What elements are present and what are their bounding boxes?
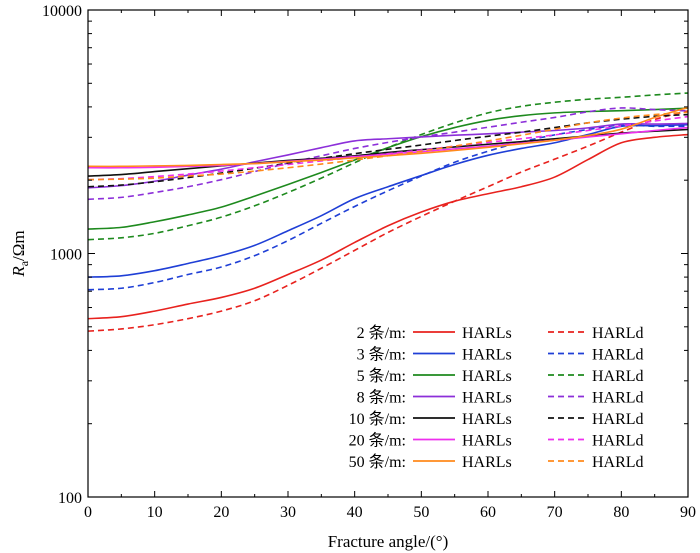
series-line-4 — [87, 107, 689, 230]
legend-row-label: 8 条/m: — [357, 389, 406, 407]
series-line-2 — [87, 123, 689, 278]
legend-solid-text: HARLs — [462, 325, 512, 342]
y-axis-label-rest: /Ωm — [9, 230, 28, 261]
legend-solid-text: HARLs — [462, 390, 512, 407]
y-axis-label-main: R — [9, 266, 28, 278]
legend-row-label: 2 条/m: — [357, 324, 406, 342]
series-line-1 — [87, 110, 689, 332]
legend-dashed-text: HARLd — [592, 325, 644, 342]
legend-row-label: 20 条/m: — [349, 432, 406, 450]
legend-row-label: 10 条/m: — [349, 410, 406, 428]
series-line-11 — [87, 115, 689, 181]
legend-solid-text: HARLs — [462, 411, 512, 428]
x-tick-label: 40 — [347, 504, 363, 521]
plot-series-group — [87, 92, 689, 332]
y-tick-label: 1000 — [50, 247, 82, 264]
legend-dashed-text: HARLd — [592, 390, 644, 407]
x-tick-label: 30 — [280, 504, 296, 521]
y-axis-label: Ra/Ωm — [9, 230, 31, 277]
x-tick-label: 60 — [480, 504, 496, 521]
series-line-3 — [87, 124, 689, 291]
x-tick-label: 20 — [213, 504, 229, 521]
x-tick-label: 0 — [84, 504, 92, 521]
legend-row-label: 50 条/m: — [349, 453, 406, 471]
x-tick-label: 90 — [680, 504, 696, 521]
x-tick-label: 70 — [547, 504, 563, 521]
series-line-7 — [87, 107, 689, 201]
legend-dashed-text: HARLd — [592, 433, 644, 450]
y-tick-label: 10000 — [42, 3, 82, 20]
axes-group: 0 10 20 30 40 50 60 70 80 90 100 1000 10000 — [42, 3, 696, 521]
series-line-13 — [87, 111, 689, 181]
series-line-5 — [87, 92, 689, 241]
legend-row-label: 5 条/m: — [357, 367, 406, 385]
y-tick-label: 100 — [58, 490, 82, 507]
legend-dashed-text: HARLd — [592, 411, 644, 428]
y-axis-label-sub: a — [17, 260, 31, 266]
legend-solid-text: HARLs — [462, 368, 512, 385]
x-tick-label: 80 — [613, 504, 629, 521]
legend-dashed-text: HARLd — [592, 368, 644, 385]
legend-dashed-text: HARLd — [592, 347, 644, 364]
series-line-12 — [87, 106, 689, 168]
series-line-0 — [87, 133, 689, 320]
legend-solid-text: HARLs — [462, 433, 512, 450]
x-tick-label: 50 — [413, 504, 429, 521]
legend: 2 条/m: HARLs HARLd 3 条/m: HARLs HARLd 5 条/m: HA… — [349, 324, 644, 471]
legend-row-label: 3 条/m: — [357, 346, 406, 364]
x-axis-label: Fracture angle/(°) — [328, 532, 449, 551]
legend-dashed-text: HARLd — [592, 454, 644, 471]
legend-solid-text: HARLs — [462, 454, 512, 471]
x-tick-label: 10 — [147, 504, 163, 521]
legend-solid-text: HARLs — [462, 347, 512, 364]
series-line-6 — [87, 122, 689, 189]
